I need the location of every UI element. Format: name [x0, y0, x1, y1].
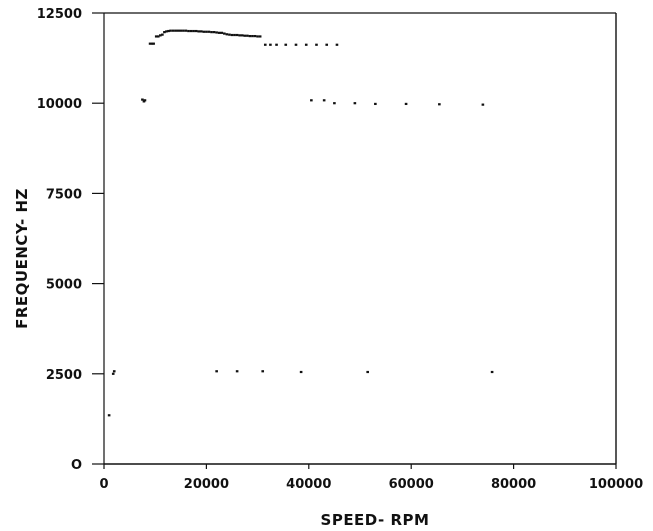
- data-point: [353, 102, 357, 105]
- data-point: [404, 102, 408, 106]
- y-tick-label: 10000: [37, 97, 82, 112]
- data-point: [374, 102, 377, 106]
- data-point: [366, 370, 369, 374]
- data-point: [192, 29, 195, 33]
- data-point: [182, 29, 185, 32]
- data-point: [490, 370, 494, 374]
- data-point: [243, 34, 247, 37]
- y-tick-label: O: [71, 458, 82, 473]
- data-point: [169, 29, 172, 32]
- y-axis-title: FREQUENCY- HZ: [13, 188, 31, 329]
- y-tick-label: 5000: [46, 278, 82, 293]
- data-point: [207, 30, 211, 33]
- data-point: [212, 31, 216, 34]
- data-point: [159, 34, 162, 37]
- data-point: [163, 31, 166, 34]
- data-point: [152, 42, 155, 45]
- data-point: [194, 29, 198, 33]
- data-point: [161, 33, 164, 36]
- data-point: [187, 29, 190, 33]
- data-point: [217, 31, 221, 34]
- data-point: [248, 34, 252, 38]
- data-point: [315, 43, 318, 46]
- y-tick-label: 12500: [37, 7, 82, 22]
- x-tick-label: 80000: [491, 477, 536, 492]
- data-point: [205, 30, 208, 33]
- y-tick-label: 7500: [46, 187, 82, 202]
- data-point: [253, 34, 257, 38]
- data-point: [438, 103, 441, 106]
- data-point: [251, 34, 254, 38]
- data-point: [179, 29, 183, 32]
- data-points: [107, 29, 494, 417]
- data-point: [154, 35, 158, 38]
- data-point: [299, 370, 303, 374]
- data-point: [215, 31, 218, 34]
- data-point: [210, 31, 213, 34]
- data-point: [223, 32, 226, 35]
- data-point: [310, 99, 313, 102]
- data-point: [202, 30, 206, 33]
- data-point: [141, 98, 144, 101]
- data-point: [294, 43, 298, 46]
- data-point: [156, 35, 160, 38]
- data-point: [240, 34, 244, 37]
- data-point: [228, 33, 231, 36]
- data-point: [215, 370, 218, 373]
- data-point: [261, 370, 265, 373]
- axis-ticks: [92, 12, 617, 469]
- data-point: [304, 43, 308, 46]
- data-point: [167, 29, 170, 33]
- data-point: [174, 29, 177, 32]
- data-point: [333, 102, 336, 105]
- data-point: [225, 33, 229, 36]
- data-point: [275, 43, 278, 46]
- data-point: [199, 30, 203, 33]
- data-point: [171, 29, 175, 32]
- data-point: [230, 33, 234, 37]
- data-point: [256, 35, 259, 38]
- data-point: [143, 99, 147, 102]
- data-point: [189, 29, 193, 33]
- data-point: [107, 414, 111, 417]
- data-point: [176, 29, 180, 32]
- x-tick-label: 40000: [286, 477, 331, 492]
- data-point: [112, 370, 116, 373]
- data-point: [197, 30, 201, 33]
- data-point: [235, 370, 239, 373]
- data-point: [269, 43, 272, 46]
- data-point: [235, 33, 239, 37]
- x-axis-title: SPEED- RPM: [321, 511, 430, 529]
- x-tick-label: 100000: [589, 477, 643, 492]
- x-tick-label: 0: [99, 477, 108, 492]
- data-point: [263, 43, 267, 46]
- y-tick-labels: O 2500 5000 7500 10000 12500: [37, 7, 82, 473]
- data-point: [150, 42, 154, 45]
- data-point: [220, 31, 224, 34]
- data-point: [322, 99, 326, 102]
- plot-frame: [103, 12, 617, 465]
- data-point: [246, 34, 249, 37]
- data-point: [233, 33, 236, 37]
- data-point: [284, 43, 288, 46]
- x-tick-label: 20000: [184, 477, 229, 492]
- data-point: [238, 34, 241, 37]
- x-tick-labels: 0 20000 40000 60000 80000 100000: [99, 477, 643, 492]
- data-point: [165, 30, 168, 33]
- data-point: [111, 372, 115, 375]
- data-point: [258, 35, 262, 38]
- data-point: [325, 43, 329, 46]
- data-point: [335, 43, 339, 46]
- data-point: [184, 29, 188, 32]
- x-tick-label: 60000: [389, 477, 434, 492]
- data-point: [481, 103, 485, 106]
- data-point: [148, 42, 152, 45]
- y-tick-label: 2500: [46, 368, 82, 383]
